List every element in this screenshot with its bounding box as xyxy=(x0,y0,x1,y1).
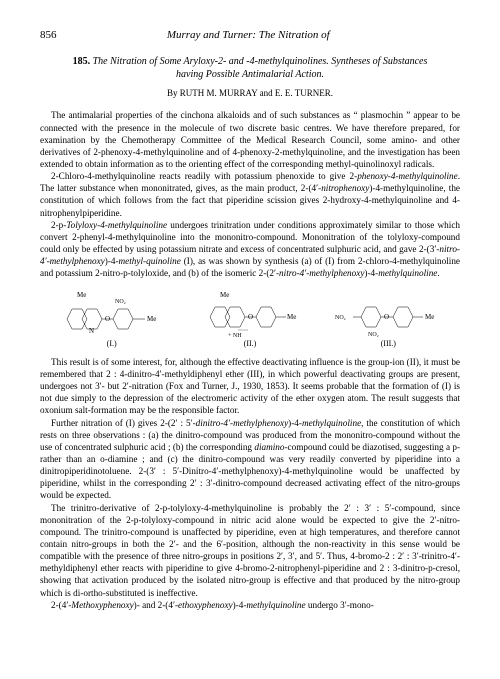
text: dinitro-4′-methylphenoxy xyxy=(196,418,289,428)
text: 2-Chloro-4-methylquinoline reacts readil… xyxy=(51,171,357,181)
page-number: 856 xyxy=(40,28,57,43)
article-title: 185. The Nitration of Some Aryloxy-2- an… xyxy=(60,55,440,82)
structure-1: Me N O NO₂ Me (I.) xyxy=(57,289,167,350)
svg-text:Me: Me xyxy=(147,315,156,323)
text: methylquinoline xyxy=(246,600,305,610)
paragraph-6: The trinitro-derivative of 2-p-tolyloxy-… xyxy=(40,502,460,599)
text: Further nitration of (I) gives 2-(2′ : 5… xyxy=(51,418,196,428)
text: undergo 3′-mono- xyxy=(306,600,374,610)
text: methylquinoline xyxy=(378,268,437,278)
text: ethoxyphenoxy xyxy=(178,600,233,610)
text: )- and 2-(4′- xyxy=(134,600,178,610)
paragraph-7: 2-(4′-Methoxyphenoxy)- and 2-(4′-ethoxyp… xyxy=(40,599,460,611)
text: diamino xyxy=(254,442,284,452)
structure-diagrams: Me N O NO₂ Me (I.) Me + NH O Me (II.) xyxy=(40,289,460,350)
svg-text:NO₂: NO₂ xyxy=(368,332,379,338)
svg-text:Me: Me xyxy=(425,313,434,321)
paragraph-5: Further nitration of (I) gives 2-(2′ : 5… xyxy=(40,417,460,502)
text: . xyxy=(437,268,439,278)
text: )-4- xyxy=(233,600,247,610)
svg-text:Me: Me xyxy=(287,313,296,321)
structure-label: (III.) xyxy=(333,339,443,350)
authors: By RUTH M. MURRAY and E. E. TURNER. xyxy=(40,88,460,100)
paragraph-4: This result is of some interest, for, al… xyxy=(40,356,460,417)
title-number: 185. xyxy=(73,56,91,67)
paragraph-3: 2-p-Tolyloxy-4-methylquinoline undergoes… xyxy=(40,219,460,280)
text: Tolyloxy-4-methylquinoline xyxy=(66,220,167,230)
structure-2: Me + NH O Me (II.) xyxy=(200,289,300,350)
text: )-4- xyxy=(364,268,378,278)
paragraph-1: The antimalarial properties of the cinch… xyxy=(40,109,460,170)
structure-3: NO₂ NO₂ O Me (III.) xyxy=(333,289,443,350)
text: methylquinoline xyxy=(302,418,361,428)
text: methyl-quinoline xyxy=(119,256,181,266)
svg-text:N: N xyxy=(89,327,94,335)
svg-text:+ NH: + NH xyxy=(228,333,242,339)
text: nitro-4′-methylphenoxy xyxy=(279,268,364,278)
text: )-4- xyxy=(288,418,302,428)
text: phenoxy-4-methylquinoline xyxy=(357,171,458,181)
text: Methoxyphenoxy xyxy=(71,600,133,610)
text: 2-(4′- xyxy=(51,600,71,610)
structure-label: (II.) xyxy=(200,339,300,350)
svg-text:NO₂: NO₂ xyxy=(335,315,346,321)
label: Me xyxy=(77,291,86,299)
paragraph-2: 2-Chloro-4-methylquinoline reacts readil… xyxy=(40,170,460,219)
svg-text:Me: Me xyxy=(220,291,229,299)
text: 2-p- xyxy=(51,220,66,230)
text: )-4- xyxy=(105,256,119,266)
title-main: The Nitration of Some Aryloxy-2- and -4-… xyxy=(93,56,428,81)
svg-text:NO₂: NO₂ xyxy=(115,299,126,305)
text: nitrophenoxy xyxy=(321,183,369,193)
running-head: Murray and Turner: The Nitration of xyxy=(167,28,330,43)
structure-label: (I.) xyxy=(57,339,167,350)
